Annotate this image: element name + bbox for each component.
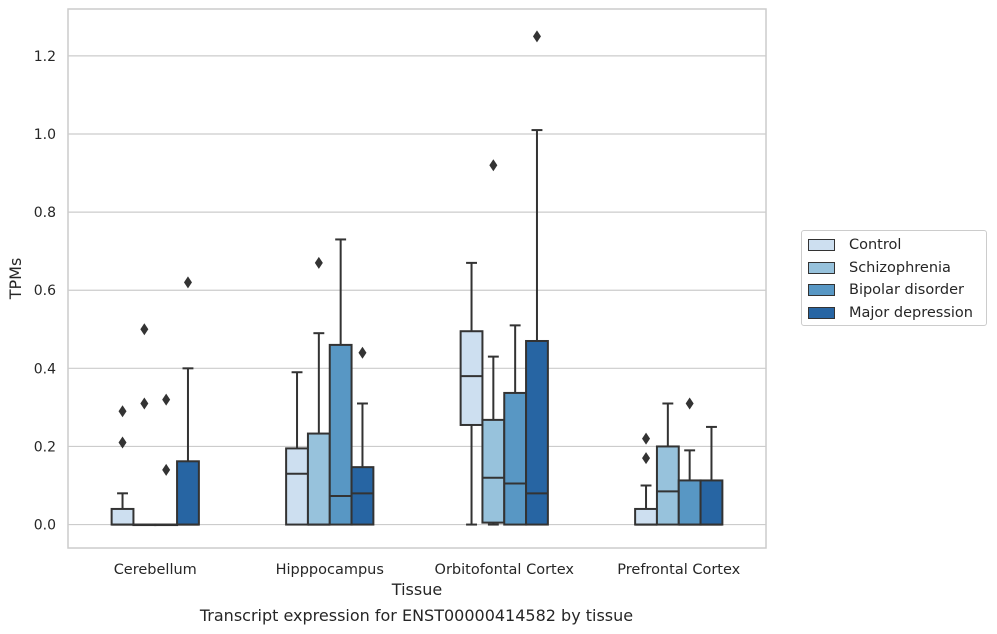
y-tick-label: 0.6 (34, 283, 56, 299)
box-major-depression-orbitofontal-cortex (525, 30, 549, 526)
iqr-box (176, 460, 200, 526)
outlier-point (140, 323, 149, 336)
outlier-point (358, 346, 367, 359)
box-major-depression-prefrontal-cortex (699, 425, 724, 526)
outlier-point (642, 452, 651, 465)
iqr-box (459, 330, 484, 426)
outlier-point (642, 432, 651, 445)
box-control-hipppocampus (285, 371, 309, 526)
box-bipolar-disorder-orbitofontal-cortex (503, 324, 528, 526)
iqr-box (503, 391, 528, 526)
outlier-point (489, 159, 498, 172)
iqr-box (634, 507, 658, 526)
legend-label: Major depression (849, 304, 973, 321)
iqr-box (328, 343, 353, 526)
box-schizophrenia-orbitofontal-cortex (481, 159, 506, 526)
box-control-prefrontal-cortex (634, 432, 658, 526)
outlier-point (314, 256, 323, 269)
box-plot-marks (110, 30, 724, 527)
outlier-point (118, 436, 127, 449)
legend-label: Bipolar disorder (849, 282, 964, 298)
outlier-point (162, 463, 171, 476)
legend: Control Schizophrenia Bipolar disorder Majo… (801, 230, 987, 326)
iqr-box (481, 418, 506, 524)
legend-label: Control (849, 237, 902, 253)
x-tick-label: Cerebellum (114, 562, 197, 578)
outlier-point (532, 30, 541, 43)
x-axis-label: Tissue (391, 580, 442, 599)
outlier-point (118, 405, 127, 418)
iqr-box (677, 479, 702, 526)
box-bipolar-disorder-hipppocampus (328, 238, 353, 526)
y-tick-label: 0.8 (34, 205, 56, 221)
iqr-box (699, 479, 724, 526)
legend-swatch (808, 284, 835, 296)
iqr-box (110, 507, 135, 526)
outlier-point (183, 276, 192, 289)
legend-swatch (808, 261, 835, 274)
legend-swatch (808, 239, 835, 251)
y-tick-label: 0.4 (34, 361, 56, 377)
box-bipolar-disorder-prefrontal-cortex (677, 397, 702, 526)
chart-caption: Transcript expression for ENST0000041458… (199, 606, 634, 625)
y-axis-ticks: 0.0 0.2 0.4 0.6 0.8 1.0 1.2 (34, 49, 56, 534)
plot-frame (67, 8, 767, 549)
box-control-cerebellum (110, 405, 135, 526)
legend-swatch (808, 306, 835, 319)
y-tick-label: 1.2 (34, 49, 56, 65)
box-major-depression-cerebellum (176, 276, 200, 526)
iqr-box (306, 432, 331, 526)
outlier-point (140, 397, 149, 410)
iqr-box (285, 447, 309, 526)
iqr-box (525, 339, 549, 526)
legend-item: Control (808, 235, 901, 255)
y-tick-label: 0.0 (34, 518, 56, 534)
legend-item: Schizophrenia (808, 258, 951, 278)
legend-item: Bipolar disorder (808, 280, 964, 300)
legend-item: Major depression (808, 303, 973, 323)
box-schizophrenia-prefrontal-cortex (655, 402, 680, 526)
x-tick-label: Hipppocampus (276, 562, 384, 578)
box-control-orbitofontal-cortex (459, 261, 484, 526)
outlier-point (162, 393, 171, 406)
iqr-box (655, 445, 680, 526)
y-tick-label: 1.0 (34, 127, 56, 143)
iqr-box (350, 466, 375, 526)
y-tick-label: 0.2 (34, 439, 56, 455)
box-schizophrenia-hipppocampus (306, 256, 331, 526)
x-axis-ticks: Cerebellum Hipppocampus Orbitofontal Corte… (114, 562, 741, 578)
box-bipolar-disorder-cerebellum (154, 393, 179, 527)
outlier-point (685, 397, 694, 410)
y-axis-label: TPMs (6, 258, 25, 301)
legend-label: Schizophrenia (849, 259, 951, 276)
box-major-depression-hipppocampus (350, 346, 375, 526)
x-tick-label: Orbitofontal Cortex (435, 562, 575, 578)
x-tick-label: Prefrontal Cortex (617, 562, 740, 578)
box-schizophrenia-cerebellum (132, 323, 157, 527)
